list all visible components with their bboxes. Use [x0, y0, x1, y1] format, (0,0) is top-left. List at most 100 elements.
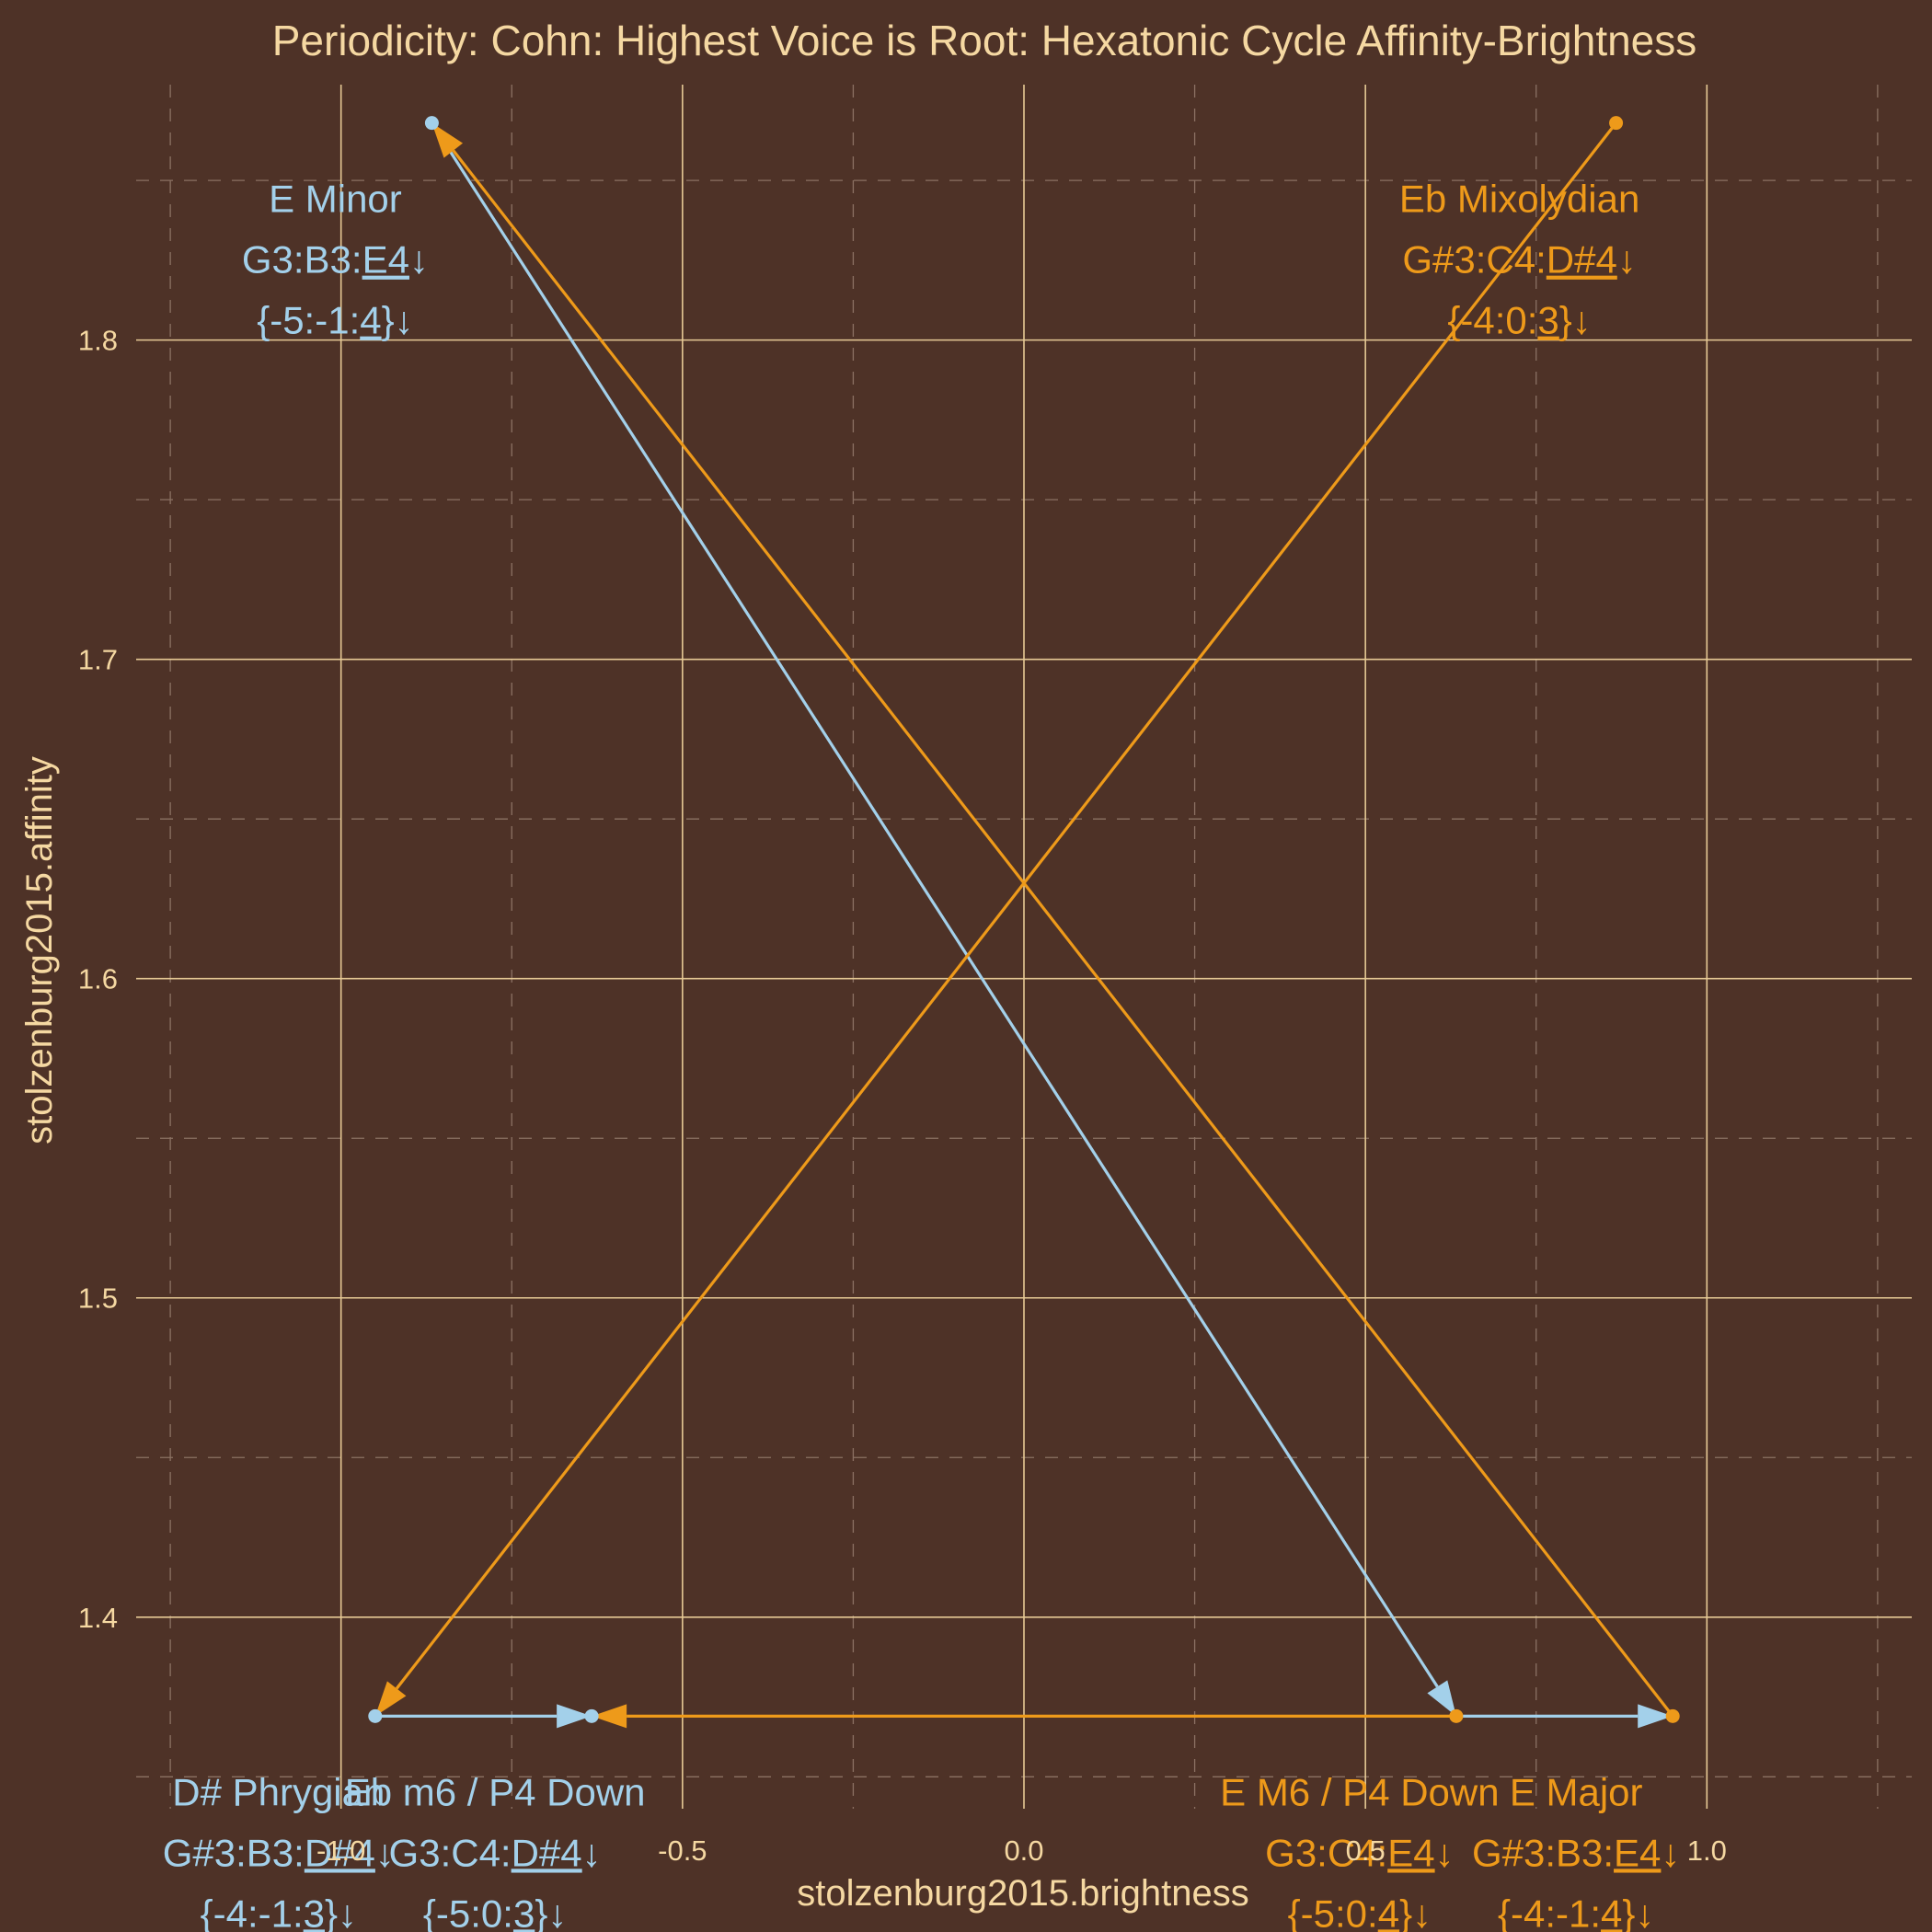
label-segment: 4 [360, 299, 381, 342]
arrow-e-m6-p4-down-to-eb-m6-p4-down [592, 1704, 1456, 1729]
x-tick-label: 1.0 [1687, 1834, 1727, 1867]
point-e-minor [424, 116, 439, 131]
point-eb-m6-p4-down [584, 1708, 599, 1723]
label-segment: G#3:C4: [1402, 238, 1546, 282]
arrow-line [395, 121, 1617, 1690]
label-segment: }↓ [1559, 299, 1592, 342]
label-line: {-4:0:3}↓ [1447, 299, 1591, 342]
x-tick-label: 0.5 [1346, 1834, 1386, 1867]
y-tick-label: 1.6 [78, 963, 118, 995]
label-segment: Eb Mixolydian [1399, 178, 1639, 221]
arrow-e-m6-p4-down-to-e-major [1455, 1704, 1673, 1729]
y-tick-label: 1.7 [78, 644, 118, 676]
chart-title: Periodicity: Cohn: Highest Voice is Root… [272, 17, 1697, 64]
label-segment: G#3:B3: [163, 1831, 305, 1874]
label-segment: ↓ [375, 1831, 395, 1874]
label-segment: G#3:B3: [1472, 1831, 1614, 1874]
label-line: E Major [1510, 1770, 1643, 1813]
arrow-head [1427, 1680, 1456, 1717]
label-segment: {-4:0: [1447, 299, 1537, 342]
label-segment: {-5:0: [423, 1892, 513, 1932]
label-segment: D#4 [512, 1831, 582, 1874]
points [368, 116, 1680, 1723]
arrow-head [592, 1704, 627, 1729]
label-line: G#3:B3:E4↓ [1472, 1831, 1680, 1874]
arrow-head [1638, 1704, 1673, 1729]
label-line: {-5:0:3}↓ [423, 1892, 567, 1932]
label-line: G3:C4:E4↓ [1265, 1831, 1454, 1874]
label-segment: E Minor [269, 178, 402, 221]
label-segment: }↓ [382, 299, 414, 342]
label-line: {-4:-1:4}↓ [1498, 1892, 1654, 1932]
label-segment: }↓ [1399, 1892, 1432, 1932]
arrow-e-major-to-e-minor [431, 122, 1674, 1718]
label-segment: E4 [362, 238, 409, 282]
x-tick-label: -1.0 [316, 1834, 365, 1867]
ticks: -1.0 -0.5 0.0 0.5 1.0 1.4 1.5 1.6 1.7 1.8 [78, 325, 1727, 1867]
label-line: {-4:-1:3}↓ [201, 1892, 357, 1932]
label-eb-mixolydian: Eb Mixolydian G#3:C4:D#4↓ {-4:0:3}↓ [1399, 178, 1639, 342]
y-axis-title: stolzenburg2015.affinity [19, 756, 60, 1144]
label-segment: 3 [1537, 299, 1558, 342]
label-segment: D#4 [1547, 238, 1617, 282]
label-segment: {-5:-1: [257, 299, 360, 342]
label-segment: }↓ [535, 1892, 567, 1932]
arrow-line [431, 121, 1439, 1688]
label-segment: 3 [513, 1892, 535, 1932]
label-segment: 4 [1601, 1892, 1622, 1932]
label-segment: G3:C4: [1265, 1831, 1387, 1874]
label-line: E M6 / P4 Down [1220, 1770, 1499, 1813]
label-segment: }↓ [1622, 1892, 1654, 1932]
label-segment: D# Phrygian [172, 1770, 385, 1813]
point-eb-mixolydian [1609, 116, 1624, 131]
point-e-m6-p4-down [1449, 1708, 1464, 1723]
label-segment: E M6 / P4 Down [1220, 1770, 1499, 1813]
label-segment: ↓ [1435, 1831, 1455, 1874]
y-tick-label: 1.8 [78, 325, 118, 357]
arrow-line [452, 149, 1674, 1718]
label-line: Eb Mixolydian [1399, 178, 1639, 221]
label-segment: {-5:0: [1288, 1892, 1378, 1932]
label-line: {-5:0:4}↓ [1288, 1892, 1432, 1932]
label-segment: E4 [1387, 1831, 1434, 1874]
x-tick-label: -0.5 [658, 1834, 707, 1867]
arrow-eb-mixolydian-to-d-sharp-phrygian [374, 121, 1617, 1717]
label-segment: 4 [1378, 1892, 1399, 1932]
x-axis-title: stolzenburg2015.brightness [797, 1873, 1248, 1914]
arrow-head [374, 1681, 407, 1717]
y-tick-label: 1.4 [78, 1602, 118, 1634]
arrow-d-sharp-phrygian-to-eb-m6-p4-down [374, 1704, 592, 1729]
label-segment: 3 [304, 1892, 325, 1932]
arrow-head [431, 122, 464, 158]
label-segment: ↓ [1661, 1831, 1680, 1874]
label-line: Eb m6 / P4 Down [345, 1770, 646, 1813]
label-segment: G3:B3: [242, 238, 362, 282]
label-segment: ↓ [582, 1831, 602, 1874]
grid [136, 85, 1912, 1809]
label-line: E Minor [269, 178, 402, 221]
label-segment: }↓ [325, 1892, 357, 1932]
label-segment: E4 [1614, 1831, 1661, 1874]
x-tick-label: 0.0 [1004, 1834, 1043, 1867]
label-d-sharp-phrygian: D# Phrygian G#3:B3:D#4↓ {-4:-1:3}↓ [163, 1770, 395, 1932]
label-line: G3:B3:E4↓ [242, 238, 429, 282]
label-segment: {-4:-1: [201, 1892, 304, 1932]
label-segment: D#4 [305, 1831, 375, 1874]
label-segment: {-4:-1: [1498, 1892, 1601, 1932]
label-line: G3:C4:D#4↓ [389, 1831, 602, 1874]
arrows [374, 121, 1674, 1729]
label-line: D# Phrygian [172, 1770, 385, 1813]
arrow-head [557, 1704, 592, 1729]
label-segment: E Major [1510, 1770, 1643, 1813]
label-line: G#3:C4:D#4↓ [1402, 238, 1636, 282]
label-e-minor: E Minor G3:B3:E4↓ {-5:-1:4}↓ [242, 178, 429, 342]
label-segment: G3:C4: [389, 1831, 512, 1874]
label-segment: ↓ [409, 238, 429, 282]
label-segment: ↓ [1617, 238, 1637, 282]
